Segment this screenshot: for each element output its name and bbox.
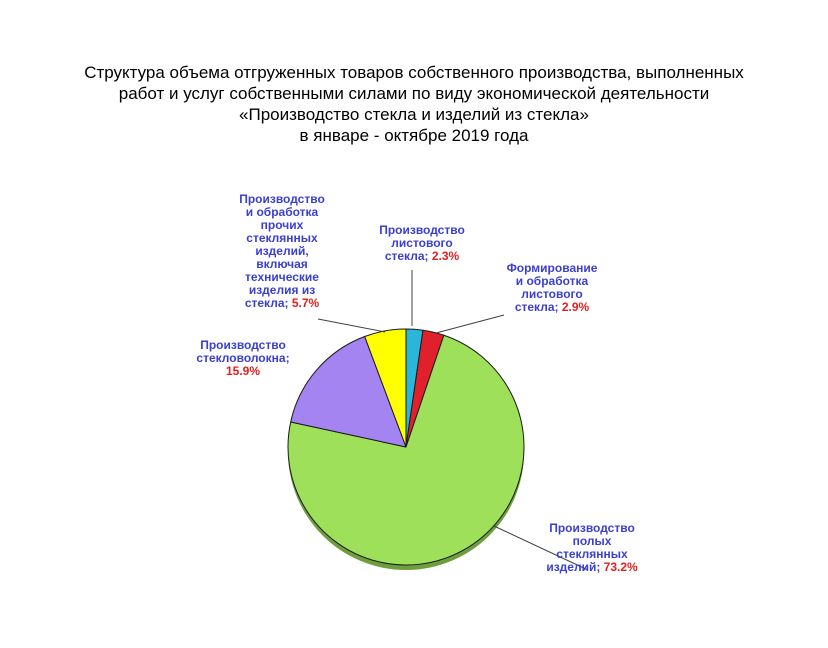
- slice-label-line: Производство: [549, 521, 635, 535]
- title-line-3: «Производство стекла и изделий из стекла…: [239, 105, 589, 124]
- pie-slice-4: [290, 335, 407, 448]
- slice-value-label: 2.3%: [428, 249, 459, 263]
- leader-line-2: [435, 314, 505, 334]
- slice-label-line: технические: [245, 270, 319, 284]
- slice-label-2: Формирование и обработка листового стекла; …: [507, 261, 598, 314]
- slice-label-line: стеклянных: [246, 231, 318, 245]
- slice-label-1: Производство листового стекла; 2.3%: [379, 223, 465, 263]
- chart-title: Структура объема отгруженных товаров соб…: [0, 62, 828, 146]
- slice-label-line: стекла;: [515, 300, 559, 314]
- slice-value-label: 5.7%: [288, 296, 319, 310]
- slice-label-line: Производство: [200, 338, 286, 352]
- slice-label-3: Производство полых стеклянных изделий; 73.2…: [546, 521, 638, 574]
- slice-label-line: стекловолокна;: [196, 351, 289, 365]
- slice-label-line: и обработка: [246, 205, 319, 219]
- slice-label-5: Производство и обработка прочих стеклянных и…: [239, 192, 325, 310]
- leader-line-5: [317, 318, 386, 333]
- slice-label-line: Формирование: [507, 261, 598, 275]
- slice-label-line: Производство: [239, 192, 325, 206]
- pie-slice-3: [287, 334, 525, 566]
- slice-label-line: прочих: [261, 218, 304, 232]
- slice-label-line: Производство: [379, 223, 465, 237]
- title-line-2: работ и услуг собственными силами по вид…: [118, 84, 710, 103]
- slice-value-label: 15.9%: [226, 364, 260, 378]
- slice-label-line: стекла;: [385, 249, 429, 263]
- slice-label-line: полых: [573, 534, 612, 548]
- slice-label-line: листового: [521, 287, 582, 301]
- slice-label-line: изделия из: [249, 283, 315, 297]
- slice-value-label: 2.9%: [558, 300, 589, 314]
- slice-label-line: стекла;: [245, 296, 289, 310]
- slice-value-label: 73.2%: [600, 560, 638, 574]
- leader-line-3: [493, 525, 589, 571]
- leader-lines: [317, 270, 589, 571]
- slice-label-line: включая: [256, 257, 308, 271]
- pie-slice-5: [364, 328, 407, 448]
- title-line-1: Структура объема отгруженных товаров соб…: [84, 63, 744, 82]
- slice-label-line: стеклянных: [556, 547, 628, 561]
- slice-label-line: изделий;: [546, 560, 600, 574]
- slice-label-line: и обработка: [516, 274, 589, 288]
- title-line-4: в январе - октябре 2019 года: [299, 126, 529, 145]
- pie-slices: [287, 328, 525, 566]
- slice-label-line: листового: [391, 236, 452, 250]
- slice-label-line: изделий,: [255, 244, 308, 258]
- slice-label-4: Производство стекловолокна; 15.9%: [196, 338, 289, 378]
- slice-labels: Производство листового стекла; 2.3%Формиро…: [196, 192, 638, 574]
